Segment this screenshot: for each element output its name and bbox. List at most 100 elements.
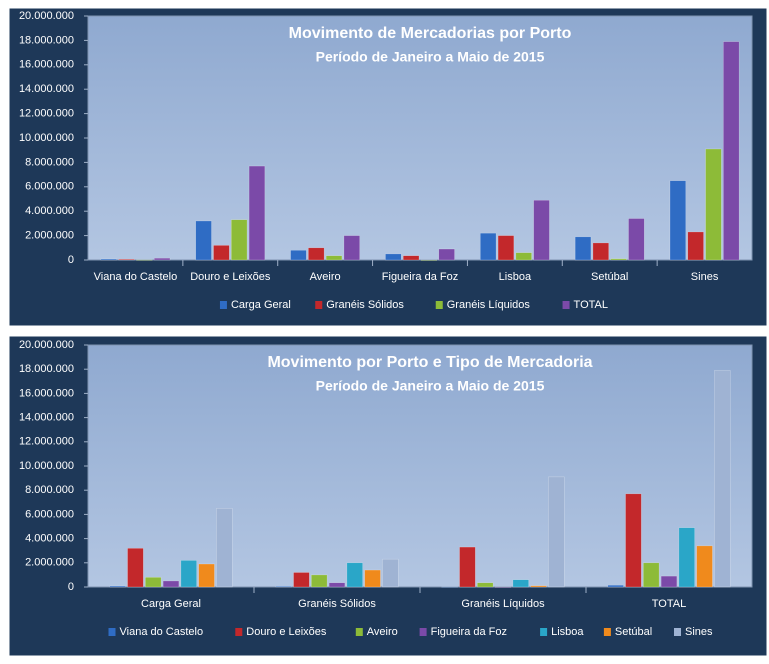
x-tick-label: Carga Geral [141,598,201,610]
y-tick-label: 8.000.000 [25,484,74,496]
bar [231,219,248,261]
y-tick-label: 14.000.000 [19,83,74,95]
y-tick-label: 12.000.000 [19,108,74,120]
bar [198,563,215,588]
bar [109,585,126,588]
legend-swatch [674,628,681,636]
bar [136,259,153,261]
y-tick-label: 12.000.000 [19,436,74,448]
x-tick-label: Granéis Líquidos [461,598,545,610]
bar [687,231,704,261]
bar [385,253,402,261]
y-tick-label: 4.000.000 [25,205,74,217]
bar [290,249,307,261]
bar [480,232,497,261]
legend-label: Lisboa [551,626,584,638]
legend-swatch [108,628,116,636]
bar [477,582,494,588]
x-tick-label: Douro e Leixões [190,271,271,283]
legend-swatch [419,628,427,636]
bar [592,242,609,261]
bar [162,580,180,588]
bar [723,41,740,261]
bar [248,165,266,261]
x-tick-label: Aveiro [310,271,341,283]
bar [512,579,529,588]
y-tick-label: 0 [68,254,74,266]
legend-swatch [235,628,243,636]
bar [382,558,399,588]
bar [660,575,678,588]
bar [328,582,346,588]
bar [533,199,550,261]
bar [643,562,660,588]
legend-label: Granéis Líquidos [447,299,531,311]
legend-swatch [435,301,443,309]
y-tick-label: 2.000.000 [25,557,74,569]
y-tick-label: 8.000.000 [25,156,74,168]
legend-label: Setúbal [615,626,652,638]
y-tick-label: 16.000.000 [19,59,74,71]
bar [343,235,360,261]
x-tick-label: Figueira da Foz [382,271,458,283]
bar [100,258,117,261]
bar [574,236,592,261]
legend-label: Douro e Leixões [246,626,327,638]
y-tick-label: 4.000.000 [25,533,74,545]
bar [118,259,135,261]
bar [497,235,515,261]
legend-swatch [540,628,548,636]
legend-swatch [315,301,323,309]
bar [195,220,212,261]
bar [420,259,438,261]
bar [311,574,328,588]
bar [669,180,687,261]
legend-label: Figueira da Foz [431,626,507,638]
legend-swatch [355,628,363,636]
chart-subtitle: Período de Janeiro a Maio de 2015 [316,378,545,394]
bar [441,586,458,588]
legend-label: Granéis Sólidos [326,299,404,311]
bar [548,476,565,588]
chart-subtitle: Período de Janeiro a Maio de 2015 [316,49,545,65]
legend-label: TOTAL [574,299,608,311]
bar [127,548,144,588]
bar [216,508,233,588]
bar [696,545,713,588]
bar [438,248,455,261]
y-tick-label: 6.000.000 [25,508,74,520]
bar [678,527,695,588]
y-tick-label: 2.000.000 [25,230,74,242]
bar [346,562,363,588]
bar [628,218,645,261]
y-tick-label: 14.000.000 [19,412,74,424]
bar [610,258,627,261]
x-tick-label: Lisboa [499,271,532,283]
bar [275,586,292,588]
bar [607,584,624,588]
x-tick-label: TOTAL [652,598,686,610]
y-tick-label: 16.000.000 [19,387,74,399]
y-tick-label: 18.000.000 [19,34,74,46]
legend-swatch [562,301,570,309]
y-tick-label: 0 [68,581,74,593]
bar [153,257,171,261]
chart-title: Movimento de Mercadorias por Porto [289,25,572,42]
bar [530,585,547,588]
x-tick-label: Sines [691,271,719,283]
y-tick-label: 6.000.000 [25,181,74,193]
y-tick-label: 20.000.000 [19,10,74,22]
bar [213,245,230,261]
x-tick-label: Setúbal [591,271,628,283]
plot-area [87,344,753,588]
legend-label: Carga Geral [231,299,291,311]
bar [459,546,476,588]
bar [625,493,642,588]
bar [308,247,325,261]
x-tick-label: Viana do Castelo [94,271,178,283]
y-tick-label: 18.000.000 [19,363,74,375]
legend-swatch [603,628,611,636]
y-tick-label: 10.000.000 [19,132,74,144]
